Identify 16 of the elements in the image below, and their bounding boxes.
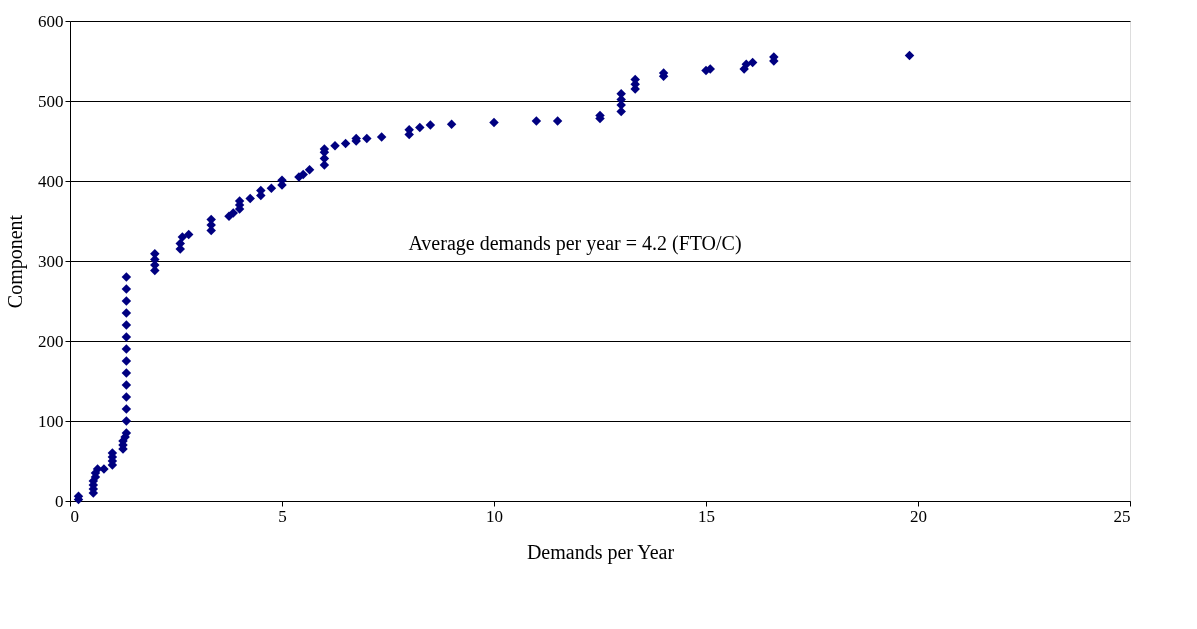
x-tick-label: 0	[70, 506, 79, 526]
y-axis-title: Component	[4, 214, 27, 309]
annotation: Average demands per year = 4.2 (FTO/C)	[408, 232, 742, 255]
y-tick-label: 0	[55, 491, 64, 511]
y-tick-label: 600	[38, 11, 64, 31]
y-tick-label: 300	[38, 251, 64, 271]
x-axis-title: Demands per Year	[526, 540, 675, 564]
y-tick-label: 400	[38, 171, 64, 191]
x-tick-label: 15	[698, 506, 715, 526]
x-tick-label: 5	[278, 506, 287, 526]
x-tick-label: 20	[910, 506, 927, 526]
y-tick-label: 200	[38, 331, 64, 351]
y-tick-label: 500	[38, 91, 64, 111]
x-tick-label: 25	[1113, 506, 1131, 526]
x-tick-label: 10	[486, 506, 503, 526]
y-tick-label: 100	[38, 411, 64, 431]
